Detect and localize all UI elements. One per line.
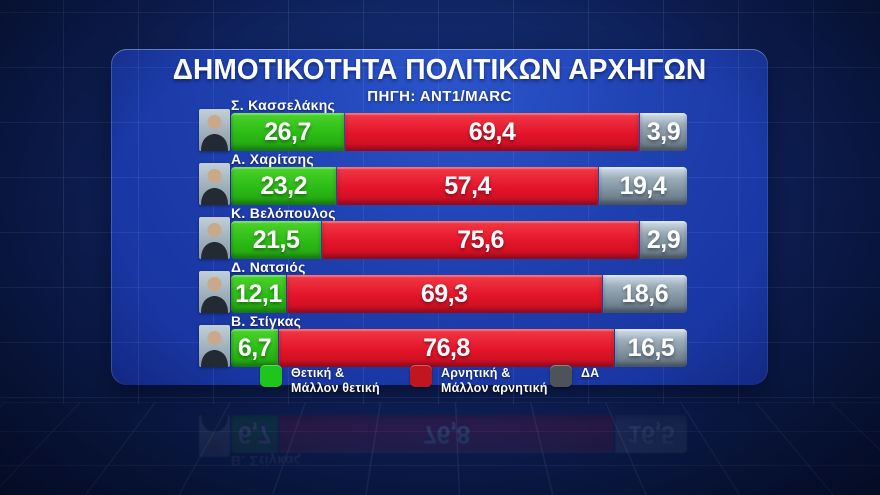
legend-swatch-dk [550, 365, 572, 387]
person-silhouette-icon [201, 331, 228, 367]
legend-item-negative: Αρνητική & Μάλλον αρνητική [410, 365, 548, 396]
dk-segment: 3,9 [640, 113, 687, 151]
legend-swatch-positive [260, 365, 282, 387]
leader-photo [199, 325, 230, 367]
dk-segment: 2,9 [640, 221, 687, 259]
positive-segment: 21,5 [231, 221, 322, 259]
positive-segment: 6,7 [231, 329, 278, 367]
person-silhouette-icon [201, 277, 228, 313]
negative-segment: 57,4 [337, 167, 598, 205]
negative-segment: 69,3 [286, 275, 602, 313]
chart-panel: ΔΗΜΟΤΙΚΟΤΗΤΑ ΠΟΛΙΤΙΚΩΝ ΑΡΧΗΓΩΝ ΠΗΓΗ: ΑΝΤ… [111, 49, 768, 395]
leader-name: Κ. Βελόπουλος [231, 205, 336, 221]
positive-segment: 26,7 [231, 113, 345, 151]
leader-name: Δ. Νατσιός [231, 259, 306, 275]
positive-segment: 12,1 [231, 275, 286, 313]
perspective-floor-grid [0, 402, 880, 495]
legend-item-dk: ΔΑ [550, 365, 599, 387]
leader-name: Α. Χαρίτσης [231, 151, 314, 167]
negative-segment: 76,8 [279, 329, 615, 367]
leader-name: Σ. Κασσελάκης [231, 97, 336, 113]
bar-row-stigkas: Β. Στίγκας 6,7 76,8 16,5 [199, 314, 687, 367]
person-silhouette-icon [201, 169, 228, 205]
leader-photo [199, 271, 230, 313]
page-title: ΔΗΜΟΤΙΚΟΤΗΤΑ ΠΟΛΙΤΙΚΩΝ ΑΡΧΗΓΩΝ [172, 54, 707, 86]
bar-row-natsios: Δ. Νατσιός 12,1 69,3 18,6 [199, 260, 687, 313]
bar-row-velopoulos: Κ. Βελόπουλος 21,5 75,6 2,9 [199, 206, 687, 259]
dk-segment: 19,4 [598, 167, 687, 205]
person-silhouette-icon [201, 115, 228, 151]
dk-segment: 18,6 [602, 275, 687, 313]
dk-segment: 16,5 [615, 329, 687, 367]
negative-segment: 75,6 [322, 221, 639, 259]
leader-photo [199, 217, 230, 259]
bar-rows: Σ. Κασσελάκης 26,7 69,4 3,9 Α. Χαρίτσης [199, 98, 687, 368]
leader-photo [199, 163, 230, 205]
bar-row-charitsis: Α. Χαρίτσης 23,2 57,4 19,4 [199, 152, 687, 205]
legend: Θετική & Μάλλον θετική Αρνητική & Μάλλον… [111, 365, 768, 399]
leader-name: Β. Στίγκας [231, 313, 302, 329]
legend-item-positive: Θετική & Μάλλον θετική [260, 365, 380, 396]
legend-swatch-negative [410, 365, 432, 387]
leader-photo [199, 109, 230, 151]
positive-segment: 23,2 [231, 167, 337, 205]
person-silhouette-icon [201, 223, 228, 259]
bar-row-kasselakis: Σ. Κασσελάκης 26,7 69,4 3,9 [199, 98, 687, 151]
negative-segment: 69,4 [345, 113, 639, 151]
